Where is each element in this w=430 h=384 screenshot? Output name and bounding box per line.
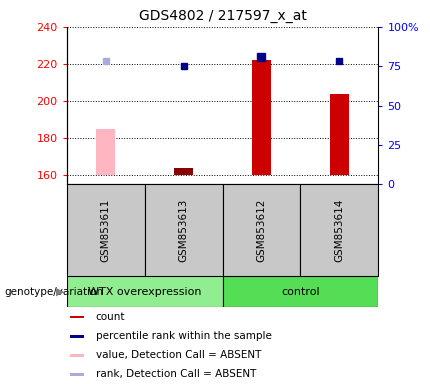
Title: GDS4802 / 217597_x_at: GDS4802 / 217597_x_at: [138, 9, 307, 23]
Text: genotype/variation: genotype/variation: [4, 287, 104, 297]
Text: WTX overexpression: WTX overexpression: [88, 287, 201, 297]
Text: GSM853611: GSM853611: [101, 199, 111, 262]
Bar: [70, 335, 83, 338]
Text: GSM853614: GSM853614: [335, 199, 344, 262]
Bar: [223, 184, 301, 276]
Bar: [330, 94, 349, 175]
Bar: [67, 184, 144, 276]
Text: value, Detection Call = ABSENT: value, Detection Call = ABSENT: [96, 350, 261, 360]
Bar: [70, 316, 83, 318]
Bar: [144, 184, 223, 276]
Text: rank, Detection Call = ABSENT: rank, Detection Call = ABSENT: [96, 369, 256, 379]
Bar: [70, 373, 83, 376]
Bar: [223, 276, 378, 307]
Bar: [301, 184, 378, 276]
Text: GSM853612: GSM853612: [256, 199, 267, 262]
Text: percentile rank within the sample: percentile rank within the sample: [96, 331, 272, 341]
Bar: [174, 168, 194, 175]
Text: GSM853613: GSM853613: [178, 199, 189, 262]
Bar: [252, 60, 271, 175]
Text: control: control: [281, 287, 320, 297]
Bar: [70, 354, 83, 357]
Text: ▶: ▶: [56, 287, 64, 297]
Bar: [96, 129, 115, 175]
Text: count: count: [96, 312, 125, 322]
Bar: [67, 276, 223, 307]
